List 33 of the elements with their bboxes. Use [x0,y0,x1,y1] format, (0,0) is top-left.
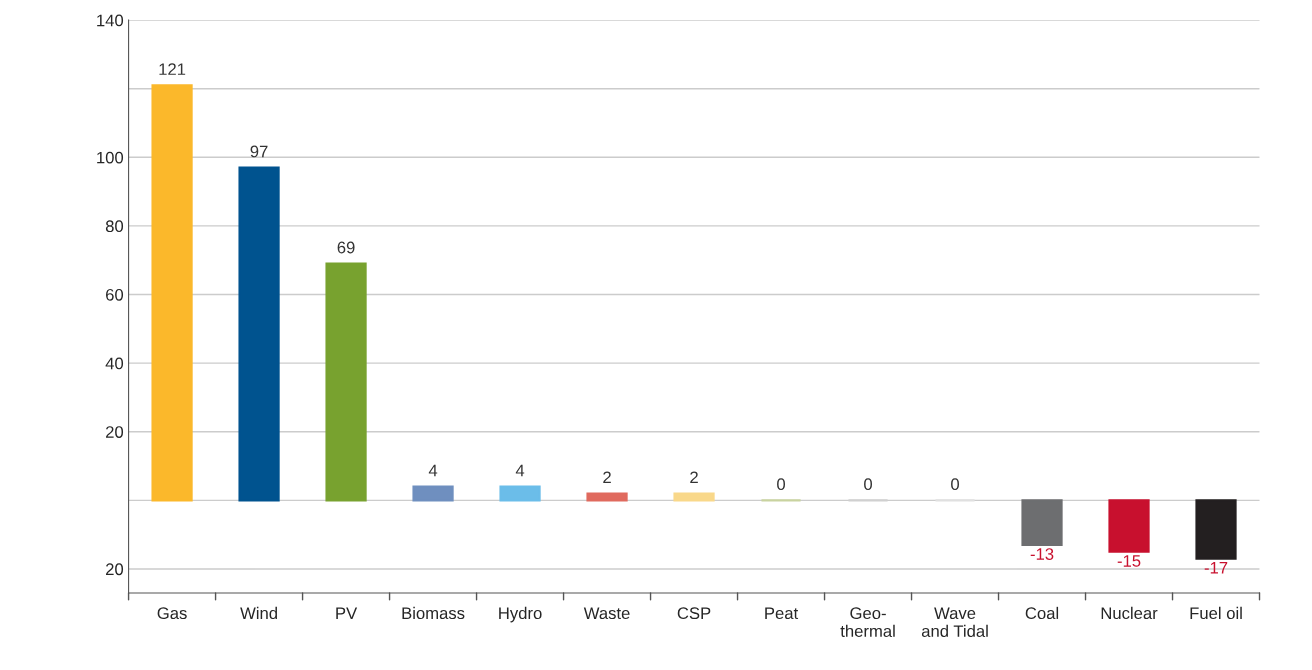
data-label: 0 [777,478,786,491]
x-tick-label: CSP [677,607,711,620]
x-tick-label: PV [336,607,358,619]
data-label: 2 [690,471,698,484]
y-tick-label: 80 [105,220,124,233]
x-tick-label: Hydro [499,606,542,623]
x-tick-label: Wave and Tidal [921,607,988,638]
data-label: -17 [1204,562,1228,574]
data-label: 4 [515,464,525,477]
data-label: 0 [951,478,960,491]
x-tick-label: Gas [157,607,187,620]
y-tick-label: 40 [105,357,124,370]
x-tick-label: Biomass [402,606,465,620]
data-label: 69 [337,241,355,254]
data-label: 121 [159,63,186,75]
x-tick-label: Wind [240,606,277,620]
data-label: 2 [603,471,611,484]
data-label: 97 [250,145,268,158]
y-tick-label: 60 [106,288,124,301]
x-tick-label: Geo- thermal [840,607,895,638]
data-label: 4 [428,464,438,477]
y-tick-label: 100 [97,151,124,164]
y-tick-label: 140 [97,14,124,27]
data-label: 0 [864,478,873,491]
x-tick-label: Peat [765,607,799,620]
y-tick-label: 20 [106,426,124,438]
data-label: -15 [1117,555,1141,567]
x-tick-label: Nuclear [1101,606,1158,620]
x-tick-label: Fuel oil [1190,606,1242,620]
data-label: -13 [1030,548,1054,560]
x-tick-label: Coal [1025,606,1059,620]
x-tick-label: Waste [583,607,630,620]
y-tick-label: 20 [106,563,124,576]
